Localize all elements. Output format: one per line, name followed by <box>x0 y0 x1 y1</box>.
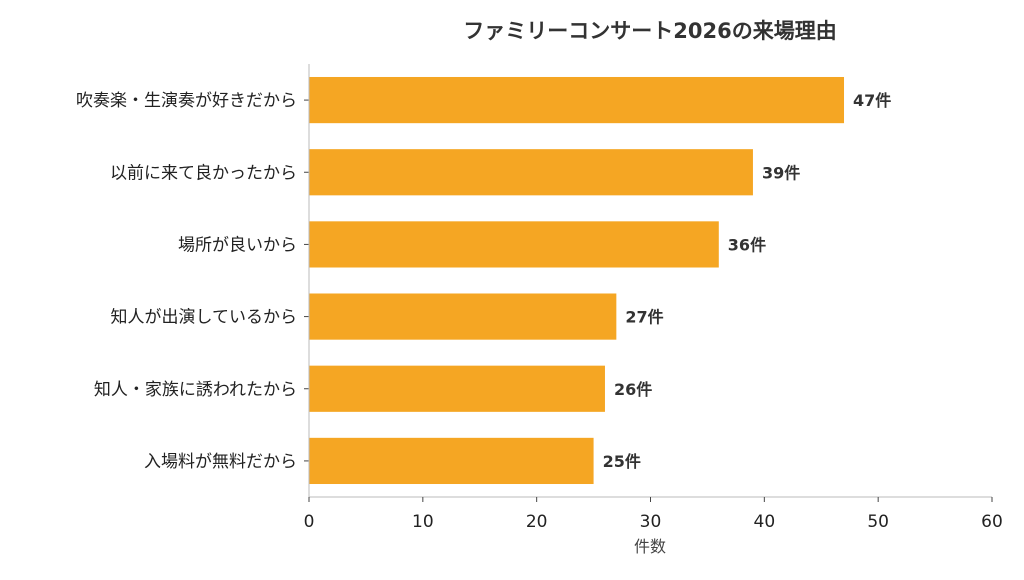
x-tick-label: 60 <box>981 512 1003 532</box>
x-tick-label: 40 <box>754 512 776 532</box>
bar <box>309 365 605 412</box>
data-label: 26件 <box>614 380 652 399</box>
x-tick-label: 50 <box>867 512 889 532</box>
bar <box>309 221 719 268</box>
category-label: 知人・家族に誘われたから <box>94 380 297 400</box>
category-label: 吹奏楽・生演奏が好きだから <box>76 91 297 111</box>
data-label: 27件 <box>625 308 663 327</box>
category-label: 以前に来て良かったから <box>110 163 297 183</box>
data-label: 39件 <box>762 163 800 182</box>
x-tick-label: 0 <box>304 512 315 532</box>
category-label: 知人が出演しているから <box>111 308 298 328</box>
bar <box>309 149 753 196</box>
x-tick-label: 10 <box>412 512 434 532</box>
bar <box>309 293 617 340</box>
axes: 0 10 20 30 40 50 60 <box>304 64 1003 532</box>
x-tick-label: 20 <box>526 512 548 532</box>
x-tick-label: 30 <box>640 512 662 532</box>
bar <box>309 437 594 485</box>
chart-title: ファミリーコンサート2026の来場理由 <box>463 19 836 43</box>
data-label: 36件 <box>728 235 766 254</box>
bar <box>309 76 845 124</box>
data-labels: 47件 39件 36件 27件 26件 25件 <box>603 91 892 471</box>
x-axis-label: 件数 <box>634 537 666 556</box>
category-labels: 吹奏楽・生演奏が好きだから以前に来て良かったから場所が良いから知人が出演している… <box>76 91 297 472</box>
data-label: 47件 <box>853 91 891 110</box>
bars-layer <box>309 76 845 485</box>
category-label: 場所が良いから <box>178 235 297 255</box>
data-label: 25件 <box>603 452 641 471</box>
category-label: 入場料が無料だから <box>144 452 297 472</box>
